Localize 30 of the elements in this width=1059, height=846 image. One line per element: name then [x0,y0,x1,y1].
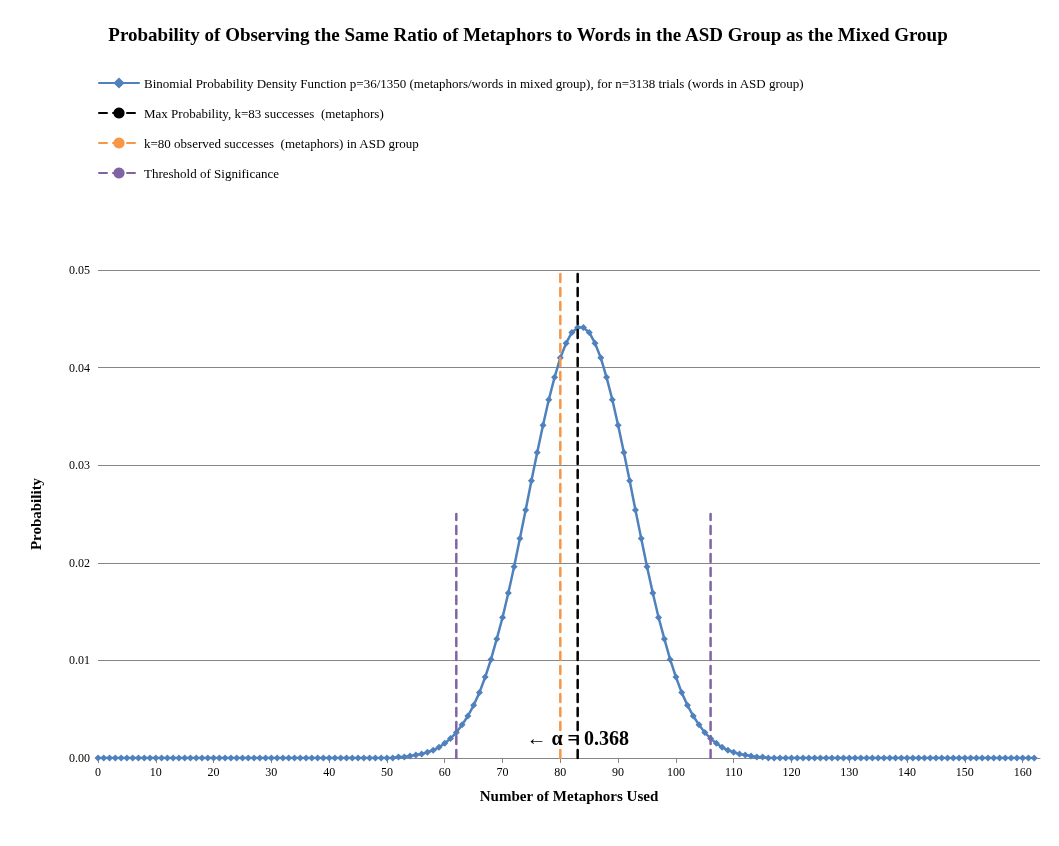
x-tick-label: 60 [438,765,451,779]
x-tick-label: 30 [265,765,278,779]
x-tick-label: 140 [898,765,917,779]
x-axis-title: Number of Metaphors Used [479,787,659,804]
y-tick-label: 0.05 [69,263,90,277]
x-tick-label: 50 [380,765,393,779]
chart-title: Probability of Observing the Same Ratio of Metaphors to Words in the ASD Group as the Mixed Group [108,23,948,45]
x-tick-label: 0 [95,765,101,779]
y-tick-label: 0.04 [69,360,90,375]
y-tick-label: 0.00 [69,751,90,765]
x-tick-label: 110 [724,765,743,779]
x-tick-label: 80 [554,765,567,779]
x-tick-label: 40 [323,765,336,779]
x-tick-label: 160 [1013,765,1032,779]
x-tick-label: 10 [149,765,162,779]
y-tick-label: 0.01 [69,653,90,668]
x-tick-label: 70 [496,765,509,779]
legend-label: Max Probability, k=83 successes (metaphors) [144,105,384,121]
x-tick-label: 130 [840,765,859,779]
y-axis-title: Probability [27,477,44,551]
x-tick-label: 150 [955,765,974,779]
x-tick-label: 90 [612,765,625,779]
y-tick-label: 0.03 [69,458,90,473]
legend-label: k=80 observed successes (metaphors) in ASD group [144,135,419,151]
legend-label: Binomial Probability Density Function p=36/1350 (metaphors/words in mixed group), for n=3138 trials (words in ASD group) [144,75,804,91]
x-tick-label: 100 [666,765,685,779]
x-tick-label: 20 [207,765,220,779]
legend-label: Threshold of Significance [144,165,280,181]
y-tick-label: 0.02 [69,555,90,570]
x-tick-label: 120 [782,765,801,779]
